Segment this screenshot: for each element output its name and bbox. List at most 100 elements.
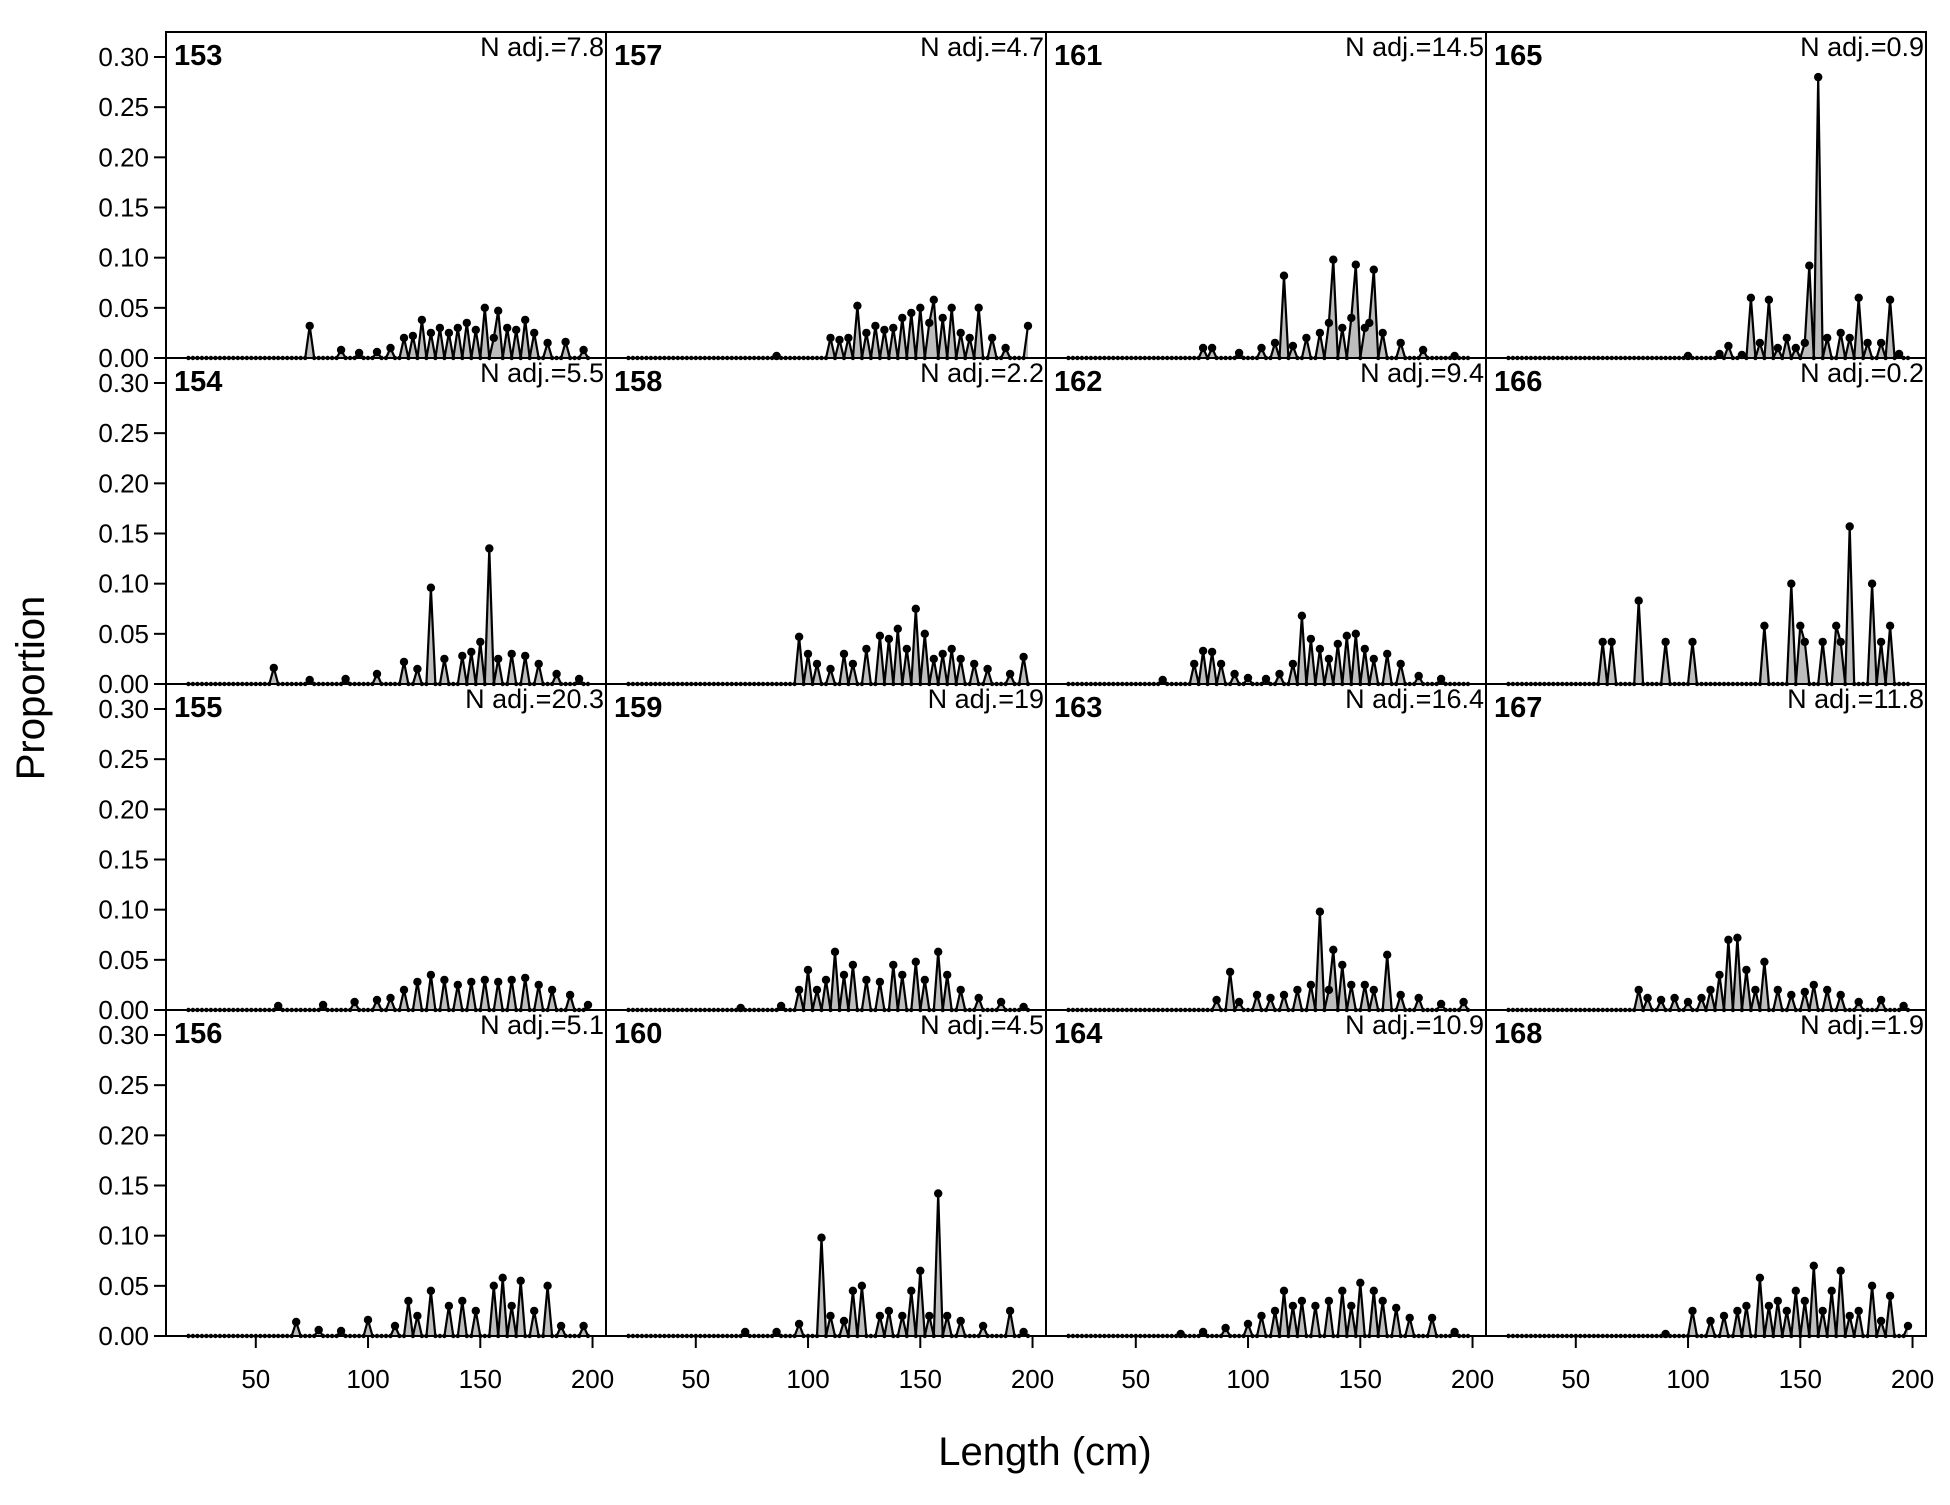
data-point [426, 1286, 436, 1296]
data-point [862, 644, 871, 654]
data-point [1773, 1296, 1783, 1306]
y-tick-label: 0.25 [98, 418, 149, 448]
data-point [974, 303, 983, 312]
data-point [1257, 1311, 1266, 1321]
panel-id-label: 164 [1054, 1018, 1102, 1050]
data-point [1796, 621, 1805, 630]
data-point [1787, 990, 1796, 1000]
data-point [1845, 1311, 1854, 1321]
data-point [399, 333, 409, 343]
data-point [579, 1321, 588, 1331]
data-point [947, 644, 956, 654]
data-point [1706, 1316, 1715, 1326]
data-point [1019, 652, 1028, 662]
panel-n-label: N adj.=5.5 [480, 358, 604, 388]
data-point [1876, 1316, 1886, 1326]
data-point [341, 674, 350, 684]
data-point [1207, 343, 1217, 353]
data-point [413, 664, 422, 674]
data-point [521, 973, 530, 983]
data-point [534, 980, 543, 990]
panel-id-label: 157 [614, 40, 662, 72]
data-point [408, 331, 418, 341]
data-point [1724, 341, 1733, 351]
data-point [1333, 639, 1343, 649]
data-point [1818, 1306, 1827, 1316]
panel-id-label: 166 [1494, 366, 1542, 398]
panel-n-label: N adj.=14.5 [1345, 32, 1484, 62]
data-point [318, 1000, 328, 1010]
data-point [889, 323, 898, 333]
data-point [1836, 637, 1845, 647]
data-point [372, 347, 382, 357]
data-point [1755, 1273, 1765, 1283]
data-point [1225, 967, 1235, 977]
data-point [1845, 333, 1854, 343]
data-point [1459, 997, 1468, 1007]
data-point [1338, 323, 1347, 333]
data-point [794, 1319, 804, 1329]
data-point [1257, 343, 1266, 353]
data-point [565, 990, 575, 1000]
data-point [1876, 995, 1886, 1005]
x-tick-label: 50 [1121, 1364, 1150, 1394]
data-point [561, 337, 570, 347]
data-point [1782, 333, 1792, 343]
data-point [1607, 637, 1616, 647]
panels-layer: 153 N adj.=7.8 0.00 0.05 0.10 0.15 0.20 0.25 0.3… [98, 31, 1934, 1394]
panel-158: 158 N adj.=2.2 [605, 357, 1047, 687]
area-157 [628, 299, 1028, 358]
panel-n-label: N adj.=7.8 [480, 32, 604, 62]
data-point [386, 993, 395, 1003]
panel-id-label: 160 [614, 1018, 662, 1050]
data-point [1207, 647, 1217, 657]
data-point [1347, 980, 1356, 990]
data-point [1427, 1313, 1437, 1323]
data-point [1827, 1286, 1836, 1296]
data-point [938, 313, 947, 323]
data-point [444, 328, 454, 338]
data-point [956, 328, 965, 338]
data-point [336, 345, 346, 355]
y-tick-label: 0.30 [98, 1020, 149, 1050]
data-point [274, 1001, 283, 1011]
data-point [426, 328, 436, 338]
data-point [875, 631, 885, 640]
data-point [812, 659, 822, 669]
x-tick-label: 150 [1779, 1364, 1822, 1394]
data-point [1836, 328, 1845, 338]
data-point [916, 1266, 925, 1276]
data-point [803, 965, 813, 975]
data-point [1760, 957, 1769, 966]
panel-160: 160 N adj.=4.5 50 100 150 200 [605, 1009, 1054, 1394]
data-point [1306, 634, 1316, 644]
data-point [1867, 579, 1877, 588]
data-point [1329, 945, 1338, 954]
data-point [956, 1316, 965, 1326]
panel-n-label: N adj.=10.9 [1345, 1010, 1484, 1040]
data-point [1369, 265, 1379, 274]
data-point [485, 544, 494, 553]
data-point [1688, 637, 1697, 647]
area-158 [628, 608, 1028, 684]
data-point [1396, 659, 1405, 669]
data-point [1706, 985, 1715, 995]
data-point [1005, 669, 1015, 679]
data-point [1378, 328, 1387, 338]
data-point [1383, 950, 1392, 959]
panel-id-label: 156 [174, 1018, 222, 1050]
data-point [440, 975, 449, 985]
data-point [305, 675, 314, 685]
data-point [1791, 343, 1801, 353]
data-point [583, 1000, 593, 1010]
data-point [1755, 338, 1765, 348]
data-point [821, 975, 831, 985]
data-point [902, 644, 911, 654]
data-point [1198, 343, 1208, 353]
data-point [1315, 907, 1325, 916]
data-point [1324, 985, 1334, 995]
y-tick-label: 0.10 [98, 569, 149, 599]
data-point [1746, 293, 1756, 302]
data-point [354, 348, 364, 358]
data-point [1351, 629, 1361, 638]
